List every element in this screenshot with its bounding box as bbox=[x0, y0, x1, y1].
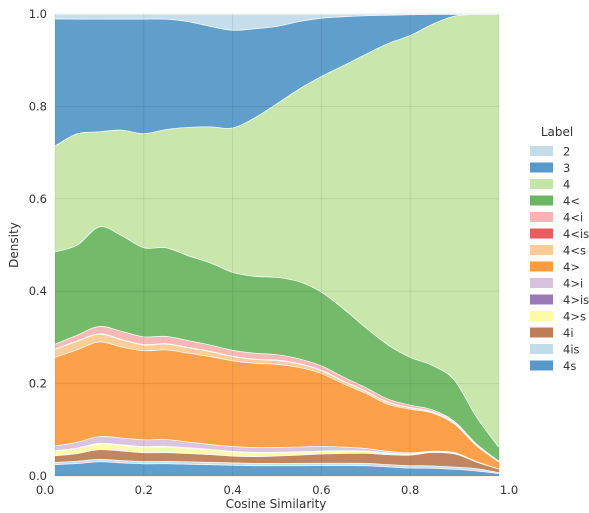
legend-item-4-gt: 4> bbox=[530, 260, 580, 274]
legend-label: 4<is bbox=[563, 227, 589, 241]
area-4-gt bbox=[55, 341, 499, 469]
legend-item-4-gt-i: 4>i bbox=[530, 277, 583, 291]
legend-label: 4< bbox=[563, 194, 580, 208]
legend-label: 4 bbox=[563, 178, 570, 192]
legend-item-4is: 4is bbox=[530, 343, 580, 357]
y-axis-title: Density bbox=[7, 222, 21, 268]
x-tick-label: 0.8 bbox=[401, 483, 419, 497]
legend-label: 4<i bbox=[563, 211, 583, 225]
x-tick-label: 0.6 bbox=[312, 483, 330, 497]
legend-swatch bbox=[530, 261, 553, 272]
axis-ticks: 0.0 0.2 0.4 0.6 0.8 1.0 0.0 0.2 0.4 0.6 0.8 1.0 bbox=[29, 7, 518, 497]
legend-swatch bbox=[530, 228, 553, 239]
x-axis-title: Cosine Similarity bbox=[226, 497, 327, 511]
legend-item-2: 2 bbox=[530, 145, 570, 159]
area-4-gt-i bbox=[55, 436, 499, 469]
legend-swatch bbox=[530, 311, 553, 321]
legend-swatch bbox=[530, 195, 553, 206]
legend-label: 4>s bbox=[563, 310, 586, 324]
legend: Label 2 3 4 4< 4<i 4<is 4<s 4> 4>i 4>is 4>s 4i 4is 4s bbox=[530, 125, 589, 373]
legend-swatch bbox=[530, 344, 553, 354]
y-tick-label: 0.8 bbox=[29, 99, 47, 113]
legend-swatch bbox=[530, 179, 553, 189]
legend-item-4-lt-s: 4<s bbox=[530, 244, 586, 258]
area-4-lt bbox=[55, 226, 499, 461]
legend-label: 4>is bbox=[563, 293, 589, 307]
y-tick-label: 0.4 bbox=[29, 284, 47, 298]
legend-item-4i: 4i bbox=[530, 326, 574, 340]
y-tick-label: 0.2 bbox=[29, 377, 47, 391]
legend-item-3: 3 bbox=[530, 161, 570, 175]
legend-item-4s: 4s bbox=[530, 359, 576, 373]
stacked-areas bbox=[54, 13, 500, 476]
legend-item-4: 4 bbox=[530, 178, 570, 192]
legend-item-4-gt-s: 4>s bbox=[530, 310, 586, 324]
legend-label: 2 bbox=[563, 145, 570, 159]
legend-swatch bbox=[530, 294, 553, 305]
legend-swatch bbox=[530, 162, 553, 173]
area-4 bbox=[55, 13, 499, 447]
legend-label: 4<s bbox=[563, 244, 586, 258]
area-4is bbox=[55, 459, 499, 474]
legend-swatch bbox=[530, 360, 553, 371]
legend-swatch bbox=[530, 245, 553, 255]
legend-item-4-lt: 4< bbox=[530, 194, 580, 208]
legend-item-4-lt-i: 4<i bbox=[530, 211, 583, 225]
legend-swatch bbox=[530, 212, 553, 222]
legend-label: 3 bbox=[563, 161, 570, 175]
legend-swatch bbox=[530, 146, 553, 156]
legend-label: 4is bbox=[563, 343, 580, 357]
legend-title: Label bbox=[541, 125, 573, 139]
area-4-gt-s bbox=[55, 443, 499, 469]
area-2 bbox=[55, 13, 499, 30]
legend-label: 4>i bbox=[563, 277, 583, 291]
legend-item-4-gt-is: 4>is bbox=[530, 293, 589, 307]
x-tick-label: 0.2 bbox=[135, 483, 153, 497]
area-4s bbox=[55, 461, 499, 476]
x-tick-label: 1.0 bbox=[500, 483, 518, 497]
legend-label: 4> bbox=[563, 260, 580, 274]
y-tick-label: 0.6 bbox=[29, 192, 47, 206]
legend-label: 4s bbox=[563, 359, 576, 373]
legend-item-4-lt-is: 4<is bbox=[530, 227, 589, 241]
legend-swatch bbox=[530, 327, 553, 338]
y-tick-label: 0.0 bbox=[29, 469, 47, 483]
area-3 bbox=[55, 13, 499, 146]
x-tick-label: 0.4 bbox=[223, 483, 241, 497]
gridlines bbox=[54, 13, 500, 477]
x-tick-label: 0.0 bbox=[36, 483, 54, 497]
y-tick-label: 1.0 bbox=[29, 7, 47, 21]
legend-label: 4i bbox=[563, 326, 574, 340]
legend-swatch bbox=[530, 278, 553, 288]
